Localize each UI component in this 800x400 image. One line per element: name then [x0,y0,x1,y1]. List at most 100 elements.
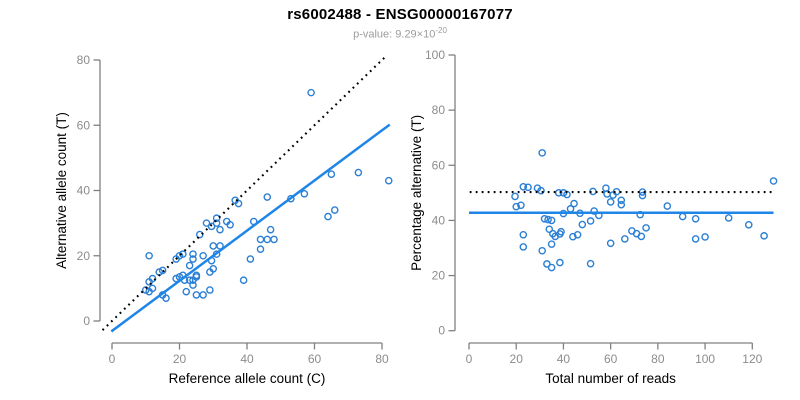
x-tick-label: 0 [109,352,116,366]
data-point [189,255,197,263]
data-point [606,198,615,206]
y-tick-label: 20 [77,249,91,263]
data-point [538,149,546,157]
data-point [216,225,224,234]
data-point [744,221,753,229]
data-point [691,214,700,223]
data-point [300,189,309,198]
data-point [606,239,615,248]
x-tick-label: 80 [651,352,665,366]
y-tick-label: 40 [77,184,91,198]
y-tick-label: 60 [77,118,91,132]
data-point [678,212,687,221]
x-axis-title: Total number of reads [545,371,676,386]
y-tick-label: 0 [438,324,445,338]
data-point [185,261,194,270]
x-tick-label: 20 [510,352,524,366]
data-point [327,170,336,178]
allele-count-scatter: 0 20 40 60 80 0 20 40 60 80 Reference allele count… [54,53,393,386]
x-tick-label: 60 [308,352,322,366]
data-point [256,245,265,254]
y-axis-title: Percentage alternative (T) [409,115,424,271]
percentage-vs-reads-scatter: 0 20 40 60 80 100 120 0 20 40 60 80 100 Total number … [409,48,778,386]
data-point [586,217,595,225]
x-axis-title: Reference allele count (C) [169,371,326,386]
data-point [586,259,595,268]
data-point [691,235,700,243]
data-point [307,88,315,97]
data-point [663,202,672,210]
data-point [570,199,578,208]
x-tick-label: 60 [604,352,618,366]
data-point [189,281,197,289]
data-point [557,227,565,236]
x-tick-label: 120 [742,352,762,366]
data-point [569,232,577,241]
x-tick-label: 80 [375,352,389,366]
y-tick-label: 0 [83,314,90,328]
data-point [189,250,197,258]
data-point [547,216,556,225]
data-point [202,219,211,227]
data-point [266,225,275,234]
data-point [162,294,170,302]
data-point [547,240,556,248]
data-point [206,286,214,294]
data-point [538,246,546,255]
data-point [185,276,194,285]
data-point [287,194,295,203]
data-point [590,207,598,215]
data-point [621,235,629,243]
data-point [701,233,709,241]
data-point [209,264,218,273]
data-point [511,192,519,201]
y-tick-label: 80 [432,103,446,117]
data-point [547,263,556,272]
data-point [384,176,393,185]
x-tick-label: 20 [173,352,187,366]
data-point [199,251,207,260]
data-point [207,222,216,231]
data-point [637,232,646,241]
data-point [573,230,582,239]
data-point [192,291,201,299]
y-tick-label: 60 [432,158,446,172]
data-point [182,287,191,296]
data-point [330,206,339,214]
y-tick-label: 80 [77,53,91,67]
data-point [724,214,733,222]
x-tick-label: 40 [557,352,571,366]
data-point [769,177,778,185]
x-tick-label: 0 [466,352,473,366]
data-point [324,212,332,221]
y-tick-label: 100 [425,48,445,62]
data-point [256,235,265,244]
y-axis-title: Alternative allele count (T) [54,112,69,269]
data-point [566,205,575,213]
identity-line [101,54,388,331]
data-point [263,235,272,244]
data-point [519,243,528,251]
data-point [612,187,621,196]
data-point [556,258,564,267]
data-point [239,276,248,285]
data-point [212,219,221,227]
data-point [158,266,167,275]
data-point [760,232,768,240]
data-point [543,260,551,268]
data-point [199,291,207,299]
data-point [519,182,528,191]
data-point [544,215,552,224]
data-point [148,284,157,293]
data-point [638,191,647,200]
data-point [540,214,549,223]
data-point [617,196,626,205]
data-point [519,230,528,239]
data-point [578,220,587,229]
data-point [246,255,255,263]
data-point [226,220,234,229]
data-point [524,183,532,192]
data-point [216,242,224,250]
data-point [617,200,626,209]
